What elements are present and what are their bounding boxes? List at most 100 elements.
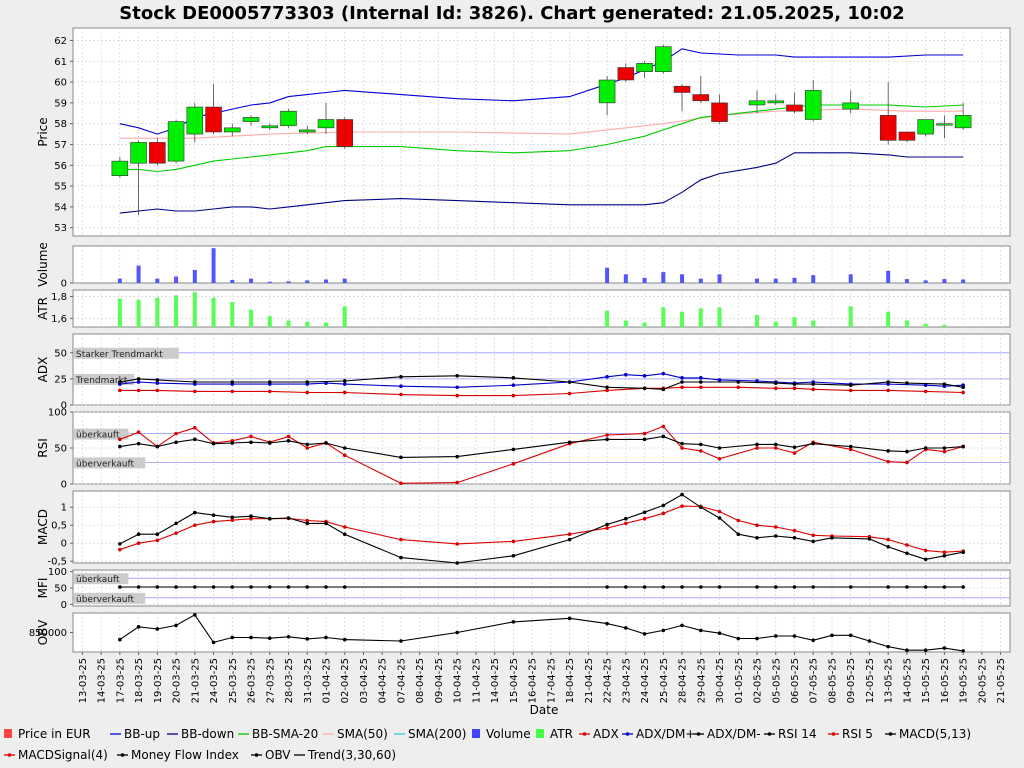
rsi14-line-point [455,454,459,459]
rsi5-line-point [286,434,291,439]
macd-line-point [792,536,797,540]
rsi14-line-point [792,445,797,450]
chart-title: Stock DE0005773303 (Internal Id: 3826). … [119,3,904,24]
volume-bar [792,277,797,283]
rsi14-line-point [267,441,272,445]
macd-line-point [605,522,609,527]
volume-bar [174,276,179,283]
dm-minus-line-point [230,380,235,384]
atr-bar [904,320,909,327]
adx-line-point [305,390,310,395]
x-axis: 13-03-25 14-03-25 17-03-25 18-03-25 19-03-25… [78,652,1007,703]
dm-plus-line-point [511,383,516,387]
x-tick-label: 27-03-25 [265,658,276,703]
dm-minus-line-point [773,381,778,385]
y-tick-label: 25 [54,374,67,385]
rsi14-line-point [923,446,928,450]
dm-plus-line-point [698,376,703,380]
macd-signal-line-point [174,531,178,535]
panel-price-ylabel: Price [36,117,50,146]
volume-bar [680,274,685,283]
mfi-line-point [792,585,797,589]
legend-label: ADX/DM+ [636,727,695,741]
obv-line-point [905,648,909,653]
x-tick-label: 25-03-25 [228,658,239,703]
y-tick-label: 0 [61,401,67,412]
rsi14-line-point [773,442,778,447]
x-tick-label: 07-04-25 [396,658,407,703]
macd-signal-line-point [773,525,778,529]
legend-label: Money Flow Index [131,748,239,762]
dm-minus-line-point [905,381,909,385]
mfi-line-point [136,585,141,589]
rsi5-line-point [773,446,778,450]
legend-label: Trend(3,30,60) [307,748,396,762]
macd-line-point [698,505,703,510]
obv-line-point [642,632,647,636]
adx-line-point [455,393,459,398]
x-tick-label: 14-05-25 [902,658,913,703]
y-tick-label: 100 [48,408,67,419]
adx-line-point [848,388,853,393]
volume-bar [848,274,853,283]
legend-label: BB-SMA-20 [252,727,318,741]
panel-adx-ylabel: ADX [36,357,50,383]
candle [786,104,803,112]
chart-panels: Price 53 54 55 56 57 58 59 60 61 62 Volume 0 ATR 1,6 1,… [29,27,1011,653]
mfi-line-point [942,585,947,589]
volume-bar [661,272,666,283]
volume-bar [755,278,760,283]
candle [617,67,635,81]
x-tick-label: 17-04-25 [546,658,557,703]
rsi14-line-point [661,434,666,439]
obv-line-point [455,630,459,635]
legend-label: BB-down [181,727,234,741]
macd-line-point [230,515,235,520]
adx-line-point [736,385,741,390]
macd-signal-line-point [305,518,310,523]
candle [167,121,185,162]
candle [280,110,297,127]
adx-line-point [193,389,197,394]
obv-line-point [305,637,310,641]
macd-line-point [961,550,965,554]
adx-line-point [698,385,703,390]
x-tick-label: 16-05-25 [940,658,951,703]
volume-bar [286,281,291,283]
obv-line-point [886,644,890,649]
legend-swatch-dot [767,732,772,736]
adx-line-point [399,392,403,397]
x-tick-label: 01-04-25 [321,658,332,703]
candle [673,85,691,93]
adx-line-point [267,389,272,394]
rsi14-line-point [174,440,178,445]
mfi-line-point [118,585,122,589]
rsi14-line-point [155,444,160,449]
annotation-trend-bg [74,373,134,385]
x-tick-label: 04-04-25 [378,658,389,703]
y-tick-label: 54 [54,202,67,213]
mfi-line-point [680,585,684,589]
obv-line-point [267,636,272,640]
macd-signal-line-point [511,539,516,544]
panel-atr-frame [72,289,1011,328]
candle [317,119,335,129]
adx-line-point [342,390,347,395]
candle [655,46,672,72]
panel-volume: Volume 0 [36,242,1011,290]
volume-bar [342,278,347,283]
x-tick-label: 13-03-25 [78,658,89,703]
panel-macd-frame [72,490,1011,564]
adx-line-point [811,387,816,392]
obv-line-point [848,633,853,638]
macd-line-point [136,532,141,536]
dm-minus-line [119,375,964,390]
rsi14-line-point [305,442,310,447]
x-tick-label: 20-05-25 [977,658,988,703]
rsi5-line-point [342,453,347,458]
legend-label: MACD(5,13) [899,727,971,741]
adx-line-point [886,388,890,393]
volume-bar [155,278,160,283]
legend-swatch-dot [582,732,587,736]
